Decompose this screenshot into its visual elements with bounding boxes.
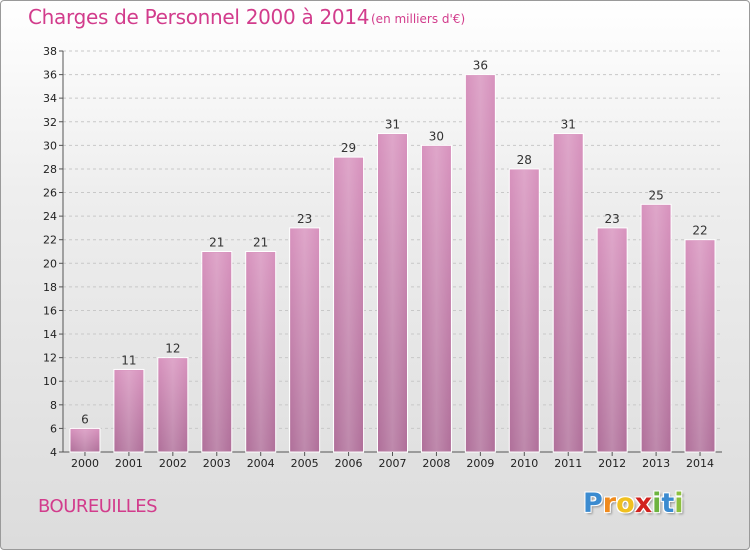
logo-letter: i [674,488,684,519]
bar-shine [422,146,451,451]
bar-shine [642,205,671,451]
bar-value-label: 30 [429,129,444,143]
logo-letter: r [602,488,617,519]
x-tick-label: 2000 [71,457,99,470]
bar-value-label: 25 [648,188,663,202]
bar-shine [378,134,407,451]
y-tick-label: 14 [43,328,57,341]
bar-shine [686,240,715,451]
bar-shine [334,158,363,451]
y-tick-label: 16 [43,304,57,317]
y-tick-label: 30 [43,139,57,152]
bar-value-label: 11 [121,353,136,367]
x-tick-label: 2008 [422,457,450,470]
bar-shine [510,169,539,452]
bar-shine [290,228,319,451]
bar-shine [114,370,143,451]
bar-value-label: 22 [692,224,707,238]
bar-value-label: 31 [385,118,400,132]
y-tick-label: 18 [43,281,57,294]
y-tick-label: 20 [43,257,57,270]
chart-title: Charges de Personnel 2000 à 2014 [28,5,370,29]
x-tick-label: 2006 [335,457,363,470]
x-tick-label: 2003 [203,457,231,470]
y-tick-label: 32 [43,116,57,129]
y-tick-label: 8 [50,399,57,412]
proxiti-logo[interactable]: Proxiti [583,488,684,519]
bar-shine [598,228,627,451]
bar-value-label: 6 [81,412,89,426]
y-tick-label: 22 [43,234,57,247]
x-tick-labels: 2000 2001 2002 2003 2004 2005 2006 2007 2008 2009… [71,452,714,470]
x-tick-label: 2011 [554,457,582,470]
bar-shine [158,358,187,451]
x-tick-label: 2001 [115,457,143,470]
logo-letter: o [616,488,635,519]
place-name: BOUREUILLES [38,496,158,517]
bar-value-label: 23 [605,212,620,226]
bar-value-label: 12 [165,342,180,356]
bar-value-label: 21 [209,236,224,250]
x-tick-label: 2012 [598,457,626,470]
y-tick-label: 38 [43,45,57,58]
bar-shine [466,75,495,452]
logo-letter: P [583,488,603,519]
bar-shine [554,134,583,451]
bar-value-label: 28 [517,153,532,167]
bar-value-label: 23 [297,212,312,226]
x-tick-label: 2014 [686,457,714,470]
bar-value-label: 29 [341,141,356,155]
bar-value-label: 21 [253,236,268,250]
bar-shine [202,252,231,451]
y-tick-label: 6 [50,422,57,435]
x-tick-label: 2005 [291,457,319,470]
bar-shine [246,252,275,451]
logo-letter: x [634,488,653,519]
x-tick-label: 2004 [247,457,275,470]
y-tick-label: 10 [43,375,57,388]
x-tick-label: 2013 [642,457,670,470]
y-tick-label: 12 [43,352,57,365]
bar-value-labels: 6 11 12 21 21 23 29 31 30 36 28 31 23 25 22 [81,59,708,427]
bar-value-label: 31 [561,118,576,132]
y-tick-label: 26 [43,187,57,200]
x-tick-label: 2007 [379,457,407,470]
bars [69,74,716,453]
y-tick-label: 24 [43,210,57,223]
logo-letter: i [652,488,662,519]
y-tick-label: 36 [43,69,57,82]
y-tick-label: 4 [50,446,57,459]
x-tick-label: 2002 [159,457,187,470]
y-tick-label: 34 [43,92,57,105]
y-tick-label: 28 [43,163,57,176]
y-tick-labels: 4 6 8 10 12 14 16 18 20 22 24 26 28 30 32 34 36 38 [43,45,57,459]
chart-subtitle: (en milliers d'€) [371,12,466,26]
bar-shine [70,429,99,451]
bar-value-label: 36 [473,59,488,73]
x-tick-label: 2009 [466,457,494,470]
logo-letter: t [661,488,675,519]
x-tick-label: 2010 [510,457,538,470]
